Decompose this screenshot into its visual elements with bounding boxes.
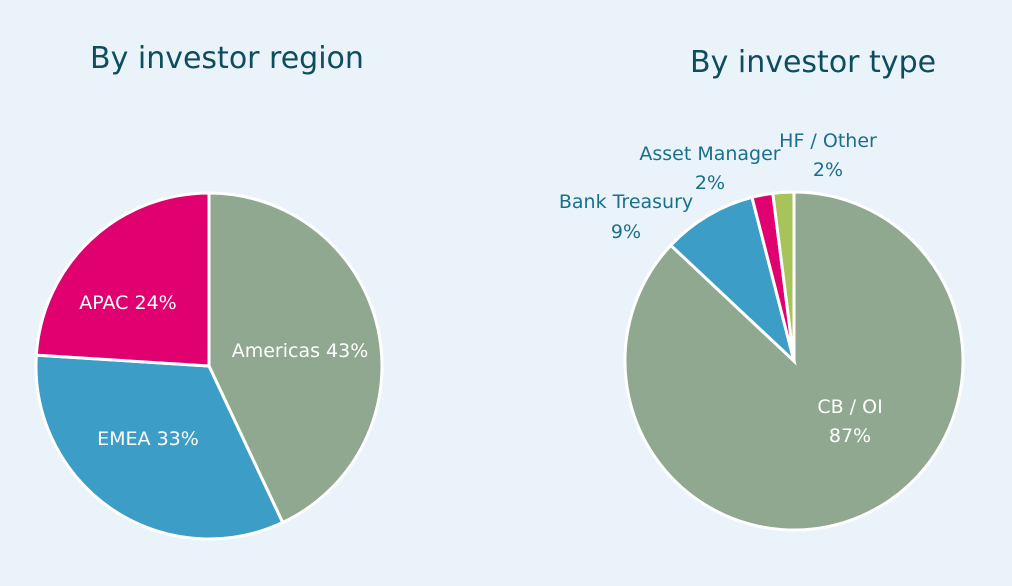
pie-slice-cb-oi <box>623 190 965 532</box>
pie-slice-apac <box>34 191 211 368</box>
region-pie: Americas 43% EMEA 33% APAC 24% <box>34 191 384 541</box>
pie-slice-emea <box>34 353 285 541</box>
pie-slice-bank-treasury <box>668 195 797 366</box>
slice-label-americas: Americas 43% <box>232 340 369 362</box>
slice-label-hf-other: HF / Other <box>779 130 877 152</box>
slice-value-bank-treasury: 9% <box>611 221 641 243</box>
region-chart-title: By investor region <box>90 41 364 76</box>
slice-value-asset-manager: 2% <box>695 172 725 194</box>
pie-slice-hf-other <box>771 190 796 362</box>
slice-label-emea: EMEA 33% <box>97 428 199 450</box>
type-pie: CB / OI 87% Bank Treasury 9% Asset Manager 2%… <box>559 130 965 532</box>
slice-label-bank-treasury: Bank Treasury <box>559 191 693 213</box>
slice-label-apac: APAC 24% <box>79 292 176 314</box>
slice-value-hf-other: 2% <box>813 159 843 181</box>
slice-value-cb-oi: 87% <box>829 425 871 447</box>
slice-label-asset-manager: Asset Manager <box>639 143 780 165</box>
type-chart-title: By investor type <box>690 45 936 80</box>
pie-slice-americas <box>207 191 384 525</box>
slice-label-cb-oi: CB / OI <box>817 396 882 418</box>
